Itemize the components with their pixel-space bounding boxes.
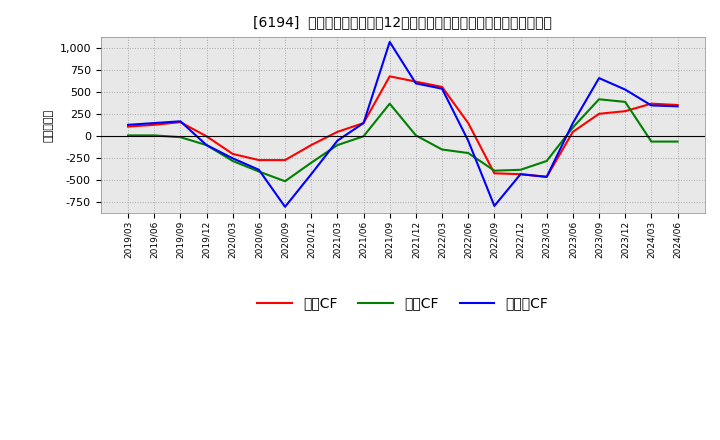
- 投資CF: [176, 135, 185, 140]
- Line: フリーCF: フリーCF: [128, 42, 678, 207]
- フリーCF: [124, 122, 132, 128]
- 投資CF: [569, 125, 577, 130]
- 営業CF: [202, 134, 211, 139]
- Title: [6194]  キャッシュフローの12か月移動合計の対前年同期増減額の推移: [6194] キャッシュフローの12か月移動合計の対前年同期増減額の推移: [253, 15, 552, 29]
- 営業CF: [124, 124, 132, 129]
- 営業CF: [255, 158, 264, 163]
- フリーCF: [647, 103, 656, 108]
- 投資CF: [412, 133, 420, 138]
- 投資CF: [595, 97, 603, 102]
- 営業CF: [438, 84, 446, 90]
- フリーCF: [255, 167, 264, 172]
- フリーCF: [464, 138, 472, 143]
- Y-axis label: （百万円）: （百万円）: [44, 109, 54, 142]
- 投資CF: [124, 133, 132, 138]
- 投資CF: [359, 134, 368, 139]
- フリーCF: [438, 86, 446, 92]
- フリーCF: [359, 121, 368, 126]
- フリーCF: [490, 203, 499, 209]
- フリーCF: [176, 119, 185, 124]
- 投資CF: [150, 133, 158, 138]
- 営業CF: [621, 109, 629, 114]
- 投資CF: [464, 150, 472, 156]
- フリーCF: [542, 174, 551, 180]
- 営業CF: [490, 171, 499, 176]
- 営業CF: [569, 129, 577, 135]
- 投資CF: [333, 143, 342, 148]
- フリーCF: [569, 121, 577, 126]
- 営業CF: [647, 101, 656, 106]
- 営業CF: [359, 121, 368, 126]
- 投資CF: [516, 167, 525, 172]
- 営業CF: [464, 121, 472, 126]
- フリーCF: [621, 87, 629, 92]
- 投資CF: [281, 179, 289, 184]
- 営業CF: [333, 129, 342, 135]
- フリーCF: [595, 76, 603, 81]
- フリーCF: [150, 121, 158, 126]
- 投資CF: [255, 169, 264, 174]
- Line: 営業CF: 営業CF: [128, 77, 678, 177]
- 営業CF: [307, 143, 315, 148]
- 営業CF: [673, 103, 682, 108]
- フリーCF: [333, 138, 342, 143]
- 投資CF: [438, 147, 446, 152]
- 投資CF: [202, 143, 211, 148]
- 営業CF: [150, 122, 158, 128]
- 営業CF: [385, 74, 394, 79]
- 営業CF: [176, 120, 185, 125]
- 投資CF: [542, 158, 551, 164]
- フリーCF: [673, 104, 682, 109]
- 営業CF: [228, 151, 237, 157]
- フリーCF: [228, 156, 237, 161]
- 投資CF: [647, 139, 656, 144]
- 営業CF: [595, 111, 603, 117]
- 営業CF: [281, 158, 289, 163]
- フリーCF: [281, 204, 289, 209]
- 投資CF: [673, 139, 682, 144]
- フリーCF: [385, 39, 394, 44]
- 営業CF: [542, 174, 551, 180]
- フリーCF: [412, 81, 420, 86]
- 投資CF: [228, 158, 237, 164]
- 投資CF: [307, 160, 315, 165]
- 営業CF: [412, 79, 420, 84]
- 投資CF: [385, 101, 394, 106]
- Legend: 営業CF, 投資CF, フリーCF: 営業CF, 投資CF, フリーCF: [252, 291, 554, 316]
- 営業CF: [516, 172, 525, 177]
- 投資CF: [621, 99, 629, 105]
- 投資CF: [490, 168, 499, 173]
- フリーCF: [516, 172, 525, 177]
- Line: 投資CF: 投資CF: [128, 99, 678, 181]
- フリーCF: [202, 143, 211, 148]
- フリーCF: [307, 172, 315, 177]
